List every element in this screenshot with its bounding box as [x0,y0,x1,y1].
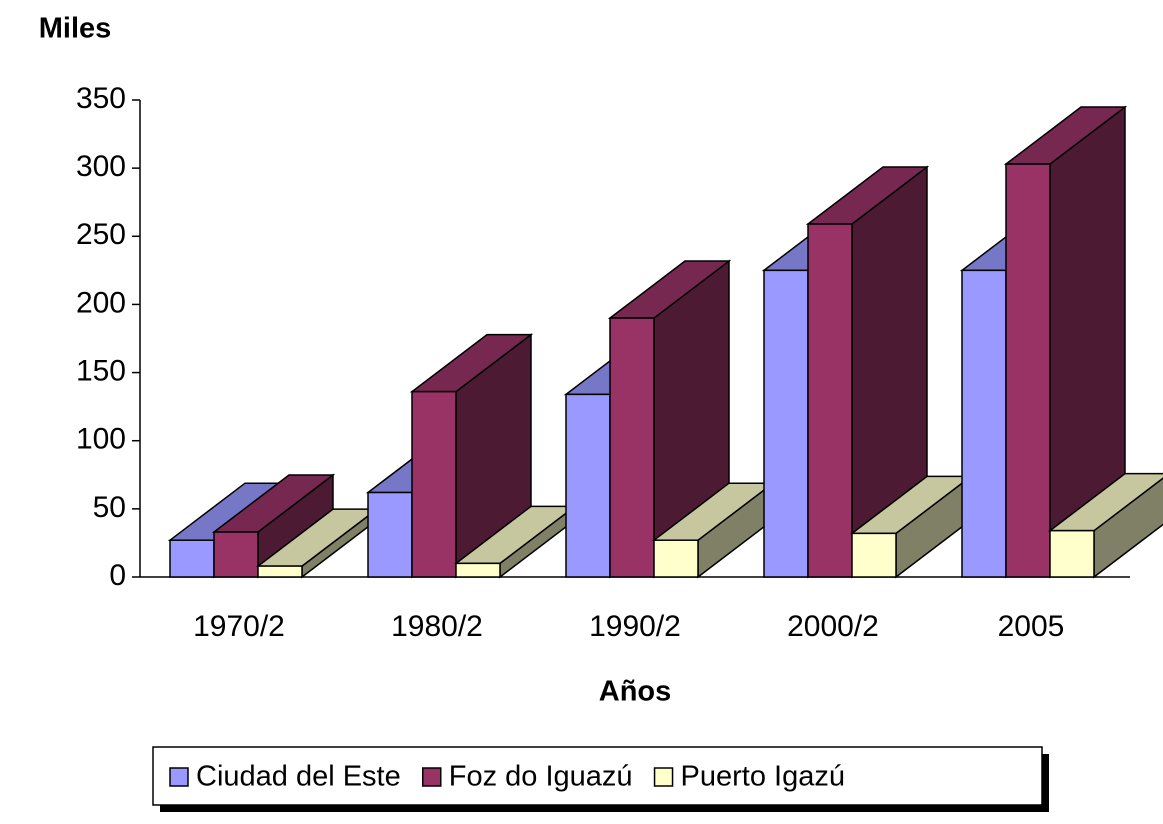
legend-swatch [169,767,189,787]
bar-front [1005,163,1051,578]
bar-front [851,532,897,578]
bar-front [961,269,1007,578]
bar [409,333,534,579]
bar [651,481,776,579]
x-tick-label: 1980/2 [391,610,483,643]
bar-front [565,393,611,578]
bar-front [411,390,457,578]
bar [805,165,930,579]
y-tick-label: 200 [76,286,126,319]
legend: Ciudad del Este Foz do Iguazú Puerto Igazú [169,761,845,793]
bar [1047,472,1163,579]
x-axis-label: Años [599,676,672,708]
bar [1003,105,1128,579]
x-tick-label: 1970/2 [193,610,285,643]
plot-area: 0 50 100 150 200 250 300 350 1970/2 1980/2 1990/2 2… [76,82,1163,643]
bar-front [609,317,655,578]
legend-swatch [653,767,674,787]
bar-front [257,565,303,578]
y-tick-label: 250 [76,218,126,251]
x-tick-label: 1990/2 [589,610,681,643]
bar-front [213,531,259,578]
bar-front [653,539,699,578]
y-axis-label: Miles [39,13,112,45]
y-tick-label: 350 [76,82,126,115]
bar-front [807,223,853,578]
bar [607,259,732,579]
x-tick-label: 2005 [998,610,1065,643]
legend-label: Ciudad del Este [196,761,401,793]
y-tick-label: 100 [76,423,126,456]
x-tick-label: 2000/2 [787,610,879,643]
y-tick-label: 0 [109,559,126,592]
bar-front [169,539,215,578]
y-tick-label: 50 [93,491,126,524]
y-tick-label: 300 [76,150,126,183]
bar-front [1049,529,1095,578]
bar-front [455,562,501,578]
legend-box [152,746,1043,806]
bar [211,473,336,579]
legend-label: Foz do Iguazú [449,761,633,793]
bar-front [367,491,413,578]
y-tick-label: 150 [76,354,126,387]
legend-label: Puerto Igazú [681,761,845,793]
bar-front [763,269,809,578]
bar [453,504,578,579]
legend-swatch [422,767,442,787]
